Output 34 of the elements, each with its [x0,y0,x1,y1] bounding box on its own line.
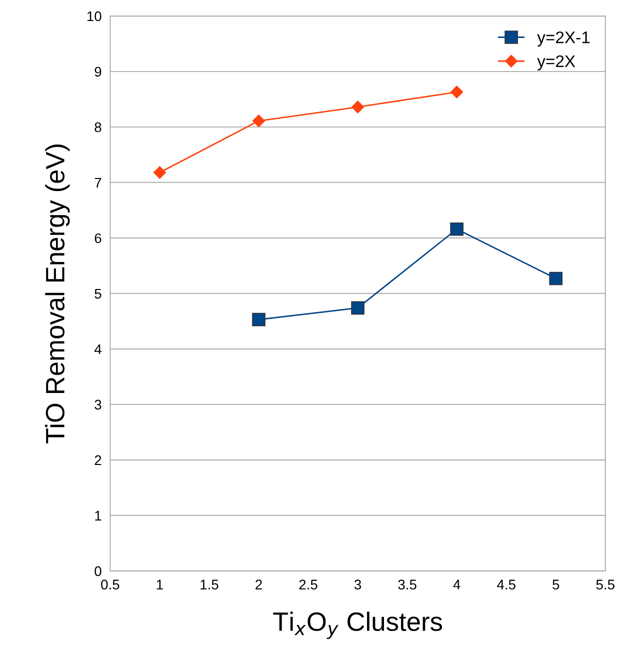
x-tick-label: 1 [156,580,163,590]
y-tick-label: 1 [95,510,102,520]
y-tick-label: 5 [94,288,102,299]
point [252,312,266,326]
legend-label: y=2X [537,55,576,70]
y-tick-label: 0 [94,566,102,576]
point [252,114,266,128]
point [549,272,563,286]
x-tick-label: 1.5 [200,580,218,590]
y-tick-label: 8 [94,122,102,132]
y-tick-label: 10 [87,11,102,22]
point [351,100,364,114]
y-tick-label: 7 [94,178,102,188]
x-tick-label: 4.5 [497,580,516,590]
y-tick-label: 2 [94,455,102,465]
x-tick-label: 2 [256,580,262,590]
x-tick-label: 5.5 [596,580,614,590]
point [153,166,166,179]
x-tick-label: 3.5 [398,580,416,590]
y-tick-label: 9 [94,66,102,77]
x-tick-label: 0.5 [101,580,120,590]
x-tick-label: 4 [453,580,460,590]
x-tick-label: 5 [552,580,560,590]
x-tick-label: 2.5 [299,580,318,590]
x-axis-title: Ti$_{x}$O$_{y}$ Clusters [273,612,442,639]
y-axis-title: TiO Removal Energy (eV) [45,144,70,444]
x-tick-label: 3 [354,580,362,590]
point [450,86,464,98]
y-tick-label: 4 [94,344,102,354]
y-tick-label: 6 [94,233,102,244]
point [351,301,364,315]
legend-label: y=2X-1 [537,31,590,47]
y-tick-label: 3 [94,400,102,410]
point [450,222,464,236]
